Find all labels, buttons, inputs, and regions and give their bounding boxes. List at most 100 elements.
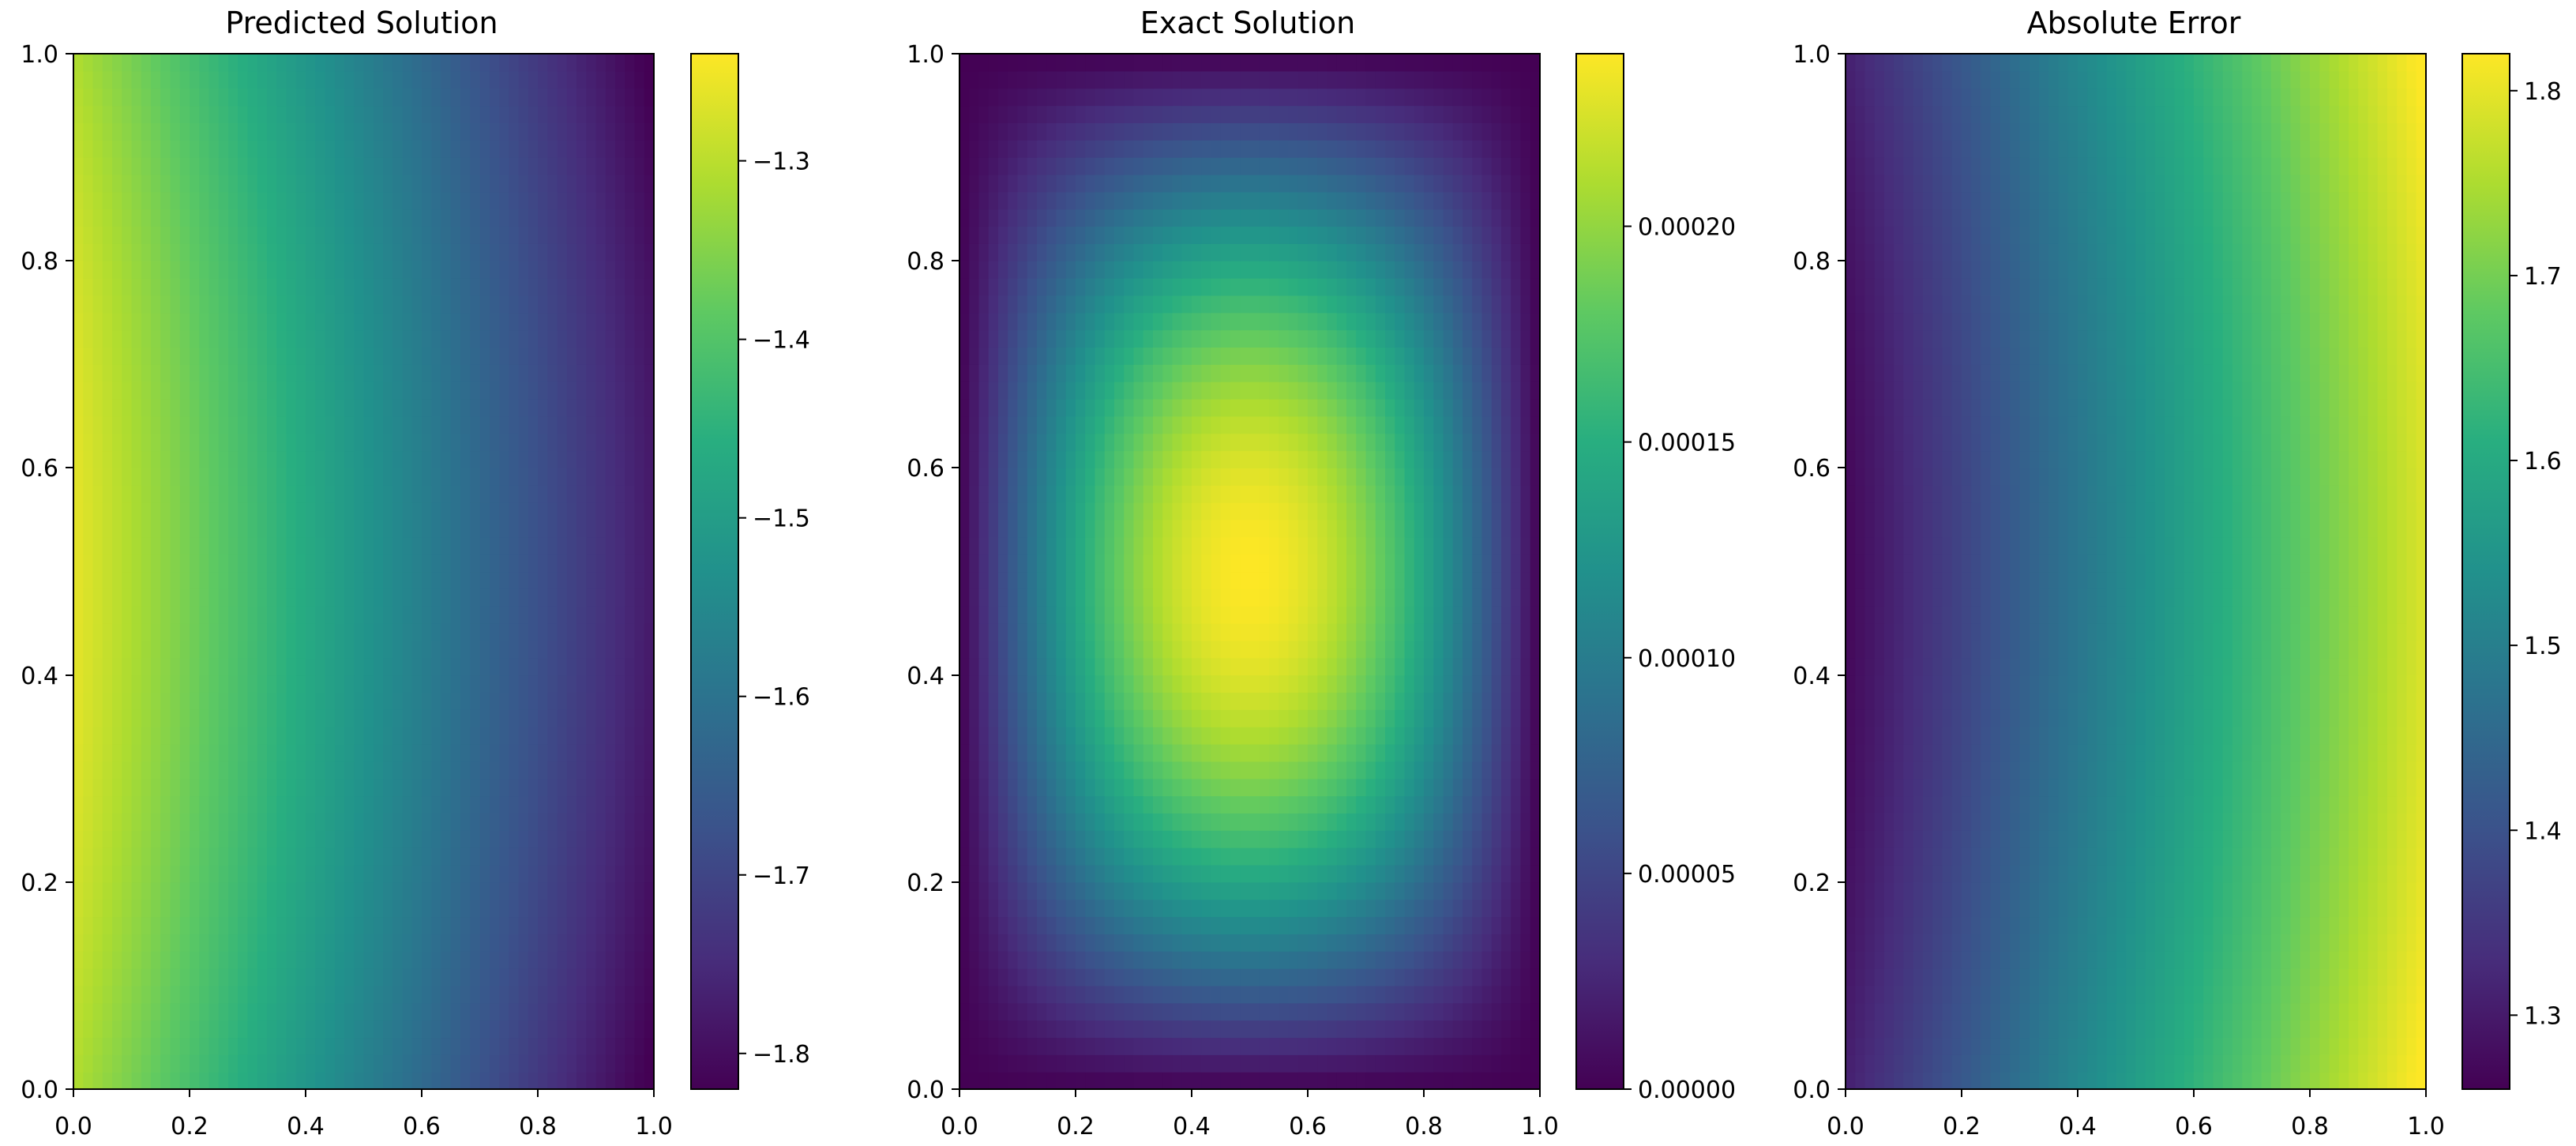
heatmap-cell — [315, 261, 326, 279]
heatmap-cell — [547, 502, 558, 520]
heatmap-cell — [1327, 761, 1338, 780]
heatmap-cell — [160, 261, 171, 279]
heatmap-cell — [122, 916, 133, 934]
heatmap-cell — [557, 899, 568, 918]
heatmap-cell — [479, 347, 490, 365]
heatmap-cell — [988, 968, 999, 986]
heatmap-cell — [286, 174, 297, 193]
heatmap-cell — [122, 778, 133, 797]
heatmap-cell — [605, 209, 616, 227]
heatmap-cell — [1172, 1072, 1183, 1090]
heatmap-cell — [450, 606, 461, 624]
heatmap-cell — [1463, 761, 1473, 780]
heatmap-cell — [605, 157, 616, 175]
heatmap-cell — [634, 623, 645, 641]
heatmap-cell — [73, 140, 84, 158]
heatmap-cell — [160, 899, 171, 918]
heatmap-cell — [538, 226, 548, 244]
heatmap-cell — [295, 795, 306, 813]
heatmap-cell — [479, 657, 490, 676]
heatmap-cell — [509, 847, 520, 866]
heatmap-cell — [334, 554, 345, 573]
heatmap-cell — [383, 847, 393, 866]
heatmap-cell — [959, 813, 970, 831]
heatmap-cell — [441, 485, 452, 503]
heatmap-cell — [470, 881, 481, 900]
heatmap-cell — [228, 640, 238, 659]
heatmap-cell — [538, 485, 548, 503]
heatmap-cell — [1346, 709, 1357, 727]
heatmap-cell — [1269, 847, 1279, 866]
heatmap-cell — [969, 830, 980, 848]
heatmap-cell — [1336, 1037, 1347, 1055]
heatmap-cell — [83, 657, 94, 676]
heatmap-cell — [1085, 744, 1096, 762]
heatmap-cell — [1297, 727, 1309, 745]
heatmap-cell — [411, 278, 422, 296]
heatmap-cell — [1249, 985, 1260, 1004]
heatmap-cell — [1095, 744, 1106, 762]
heatmap-cell — [247, 813, 258, 831]
heatmap-cell — [257, 1072, 268, 1090]
heatmap-cell — [1259, 899, 1270, 918]
heatmap-cell — [295, 692, 306, 710]
heatmap-cell — [315, 571, 326, 589]
heatmap-cell — [112, 554, 122, 573]
heatmap-cell — [179, 312, 190, 331]
heatmap-cell — [1404, 1002, 1415, 1021]
heatmap-cell — [247, 502, 258, 520]
heatmap-cell — [509, 261, 520, 279]
heatmap-cell — [586, 105, 597, 123]
heatmap-cell — [73, 433, 84, 452]
heatmap-cell — [1336, 985, 1347, 1004]
heatmap-cell — [306, 381, 316, 400]
heatmap-cell — [1153, 795, 1163, 813]
heatmap-cell — [344, 88, 355, 107]
heatmap-cell — [422, 951, 432, 969]
heatmap-cell — [1027, 951, 1038, 969]
heatmap-cell — [295, 191, 306, 210]
heatmap-cell — [122, 399, 133, 417]
heatmap-cell — [566, 54, 577, 72]
heatmap-cell — [509, 295, 520, 314]
heatmap-cell — [470, 174, 481, 193]
heatmap-cell — [306, 623, 316, 641]
heatmap-cell — [1520, 709, 1531, 727]
heatmap-cell — [595, 951, 606, 969]
heatmap-cell — [576, 191, 587, 210]
heatmap-cell — [383, 1020, 393, 1039]
heatmap-cell — [1404, 968, 1415, 986]
heatmap-cell — [199, 347, 210, 365]
heatmap-cell — [1008, 778, 1019, 797]
heatmap-cell — [1249, 881, 1260, 900]
heatmap-cell — [190, 399, 200, 417]
heatmap-cell — [411, 1002, 422, 1021]
heatmap-cell — [208, 243, 220, 261]
heatmap-cell — [441, 70, 452, 89]
heatmap-cell — [441, 899, 452, 918]
heatmap-cell — [441, 744, 452, 762]
heatmap-cell — [402, 778, 413, 797]
heatmap-cell — [978, 899, 989, 918]
heatmap-cell — [306, 70, 316, 89]
heatmap-cell — [460, 830, 471, 848]
heatmap-cell — [199, 70, 210, 89]
heatmap-cell — [1230, 968, 1241, 986]
heatmap-cell — [644, 364, 655, 382]
heatmap-cell — [422, 899, 432, 918]
heatmap-cell — [1124, 864, 1135, 883]
heatmap-cell — [1463, 899, 1473, 918]
heatmap-cell — [566, 485, 577, 503]
heatmap-cell — [325, 1072, 336, 1090]
heatmap-cell — [1095, 761, 1106, 780]
heatmap-cell — [1491, 709, 1502, 727]
heatmap-cell — [528, 640, 539, 659]
heatmap-cell — [325, 1002, 336, 1021]
heatmap-cell — [247, 847, 258, 866]
heatmap-cell — [1511, 899, 1522, 918]
heatmap-cell — [1065, 795, 1076, 813]
heatmap-cell — [499, 709, 509, 727]
heatmap-cell — [402, 209, 413, 227]
heatmap-cell — [499, 88, 509, 107]
heatmap-cell — [489, 813, 500, 831]
